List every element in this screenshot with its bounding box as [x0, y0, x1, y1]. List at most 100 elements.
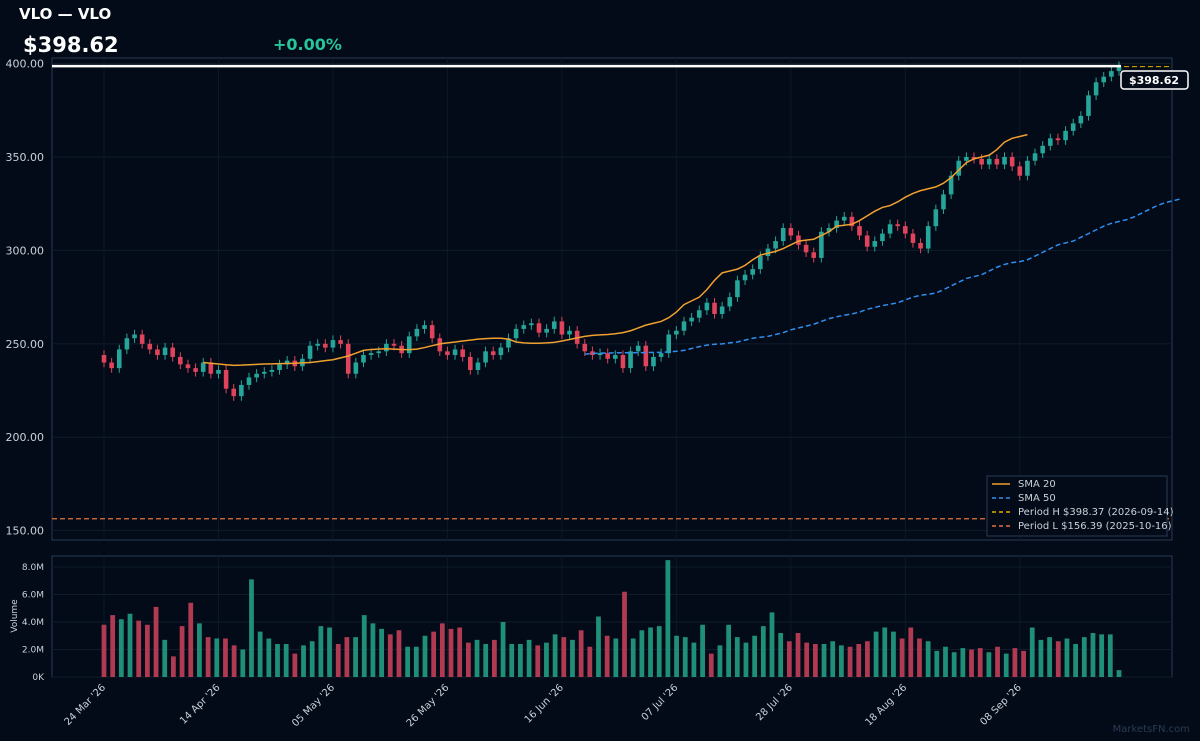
legend-sma50: SMA 50 — [1018, 493, 1056, 504]
candles — [101, 61, 1122, 401]
candle — [1063, 130, 1068, 141]
candle — [368, 353, 374, 356]
volume-bar — [778, 633, 784, 677]
volume-bar — [1116, 670, 1122, 677]
volume-bar — [162, 639, 168, 677]
candle — [536, 323, 542, 333]
candle — [689, 317, 694, 322]
volume-bar — [986, 652, 992, 677]
volume-bar — [118, 619, 124, 677]
volume-bar — [249, 579, 254, 677]
volume-bar — [526, 639, 532, 677]
volume-tick-label: 0K — [32, 673, 45, 683]
price-tick-label: 400.00 — [6, 58, 45, 71]
candle — [903, 226, 908, 234]
candle — [582, 343, 588, 352]
volume-bar — [674, 635, 679, 677]
candle — [765, 248, 771, 257]
volume-bar — [1099, 634, 1105, 677]
volume-bar — [760, 626, 766, 677]
candle — [933, 209, 939, 227]
volume-bar — [292, 653, 298, 677]
candle — [414, 328, 420, 337]
candle — [895, 224, 900, 227]
volume-bar — [830, 641, 836, 677]
volume-bar — [335, 644, 341, 677]
candle — [239, 384, 244, 397]
volume-bar — [908, 627, 914, 677]
volume-bar — [153, 606, 159, 677]
candle — [323, 343, 328, 348]
volume-panel — [51, 555, 1173, 678]
candle — [819, 231, 824, 258]
volume-bar — [179, 626, 185, 677]
volume-bar — [630, 638, 636, 677]
candle — [277, 364, 282, 370]
volume-bar — [1081, 637, 1087, 677]
candle — [727, 297, 733, 307]
candle — [956, 160, 962, 176]
volume-bar — [943, 646, 948, 677]
volume-bar — [561, 637, 567, 677]
volume-bar — [535, 645, 541, 677]
volume-bar — [977, 648, 983, 677]
candle — [841, 216, 847, 221]
candle — [628, 351, 633, 369]
volume-bar — [1038, 639, 1044, 677]
date-tick-label: 18 Aug '26 — [863, 682, 909, 728]
volume-bar — [587, 646, 593, 677]
volume-bar — [275, 644, 280, 677]
volume-bar — [691, 642, 697, 677]
volume-axis: 0K 2.0M 4.0M 6.0M 8.0M — [22, 563, 45, 683]
candle — [193, 368, 198, 372]
candle — [452, 349, 458, 356]
volume-bar — [934, 650, 940, 677]
volume-bar — [856, 644, 862, 677]
volume-bar — [240, 649, 246, 677]
volume-bar — [969, 649, 974, 677]
candle — [185, 364, 191, 369]
volume-bar — [1064, 638, 1070, 677]
candle — [468, 356, 473, 370]
price-tick-label: 150.00 — [6, 525, 45, 538]
volume-bar — [700, 624, 705, 677]
current-price: $398.62 — [23, 33, 119, 57]
volume-bar — [396, 630, 402, 677]
candle — [712, 302, 717, 314]
candle — [513, 328, 519, 339]
candle — [178, 356, 183, 365]
volume-bar — [899, 638, 905, 677]
volume-bar — [743, 642, 749, 677]
volume-bar — [656, 626, 662, 677]
volume-bar — [361, 615, 367, 677]
volume-bar — [665, 560, 671, 677]
candle — [429, 325, 435, 339]
sma20-line — [203, 133, 1028, 367]
date-tick-label: 16 Jun '26 — [523, 682, 566, 725]
candle — [460, 349, 465, 357]
volume-bar — [951, 652, 957, 677]
volume-bar — [769, 612, 775, 677]
candle — [521, 325, 527, 329]
candle — [246, 377, 252, 385]
volume-bar — [717, 645, 723, 677]
volume-bar — [231, 645, 237, 677]
candle — [216, 369, 221, 374]
candle — [788, 228, 794, 236]
watermark: MarketsFN.com — [1113, 724, 1190, 735]
candle — [330, 340, 336, 348]
date-tick-label: 26 May '26 — [405, 682, 452, 729]
price-panel — [51, 57, 1173, 541]
volume-bar — [552, 634, 558, 677]
candle — [635, 345, 641, 352]
candle — [406, 336, 412, 354]
volume-bar — [509, 644, 515, 677]
candle — [506, 338, 511, 348]
volume-bar — [500, 622, 506, 677]
candle — [758, 256, 763, 270]
volume-bar — [596, 616, 601, 677]
candle — [651, 356, 656, 367]
volume-bar — [214, 638, 220, 677]
volume-bar — [101, 624, 107, 677]
candle — [948, 175, 954, 195]
